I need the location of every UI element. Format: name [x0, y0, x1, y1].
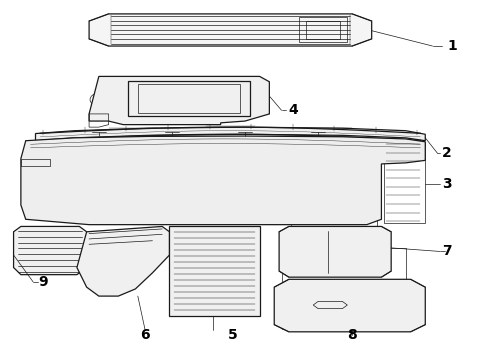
Bar — [211, 153, 308, 193]
Text: 3: 3 — [442, 176, 452, 190]
Text: 2: 2 — [442, 146, 452, 160]
Bar — [60, 148, 196, 194]
Text: 8: 8 — [347, 328, 357, 342]
Text: 1: 1 — [447, 39, 457, 53]
Polygon shape — [274, 279, 425, 332]
Text: 7: 7 — [442, 244, 452, 258]
Text: 4: 4 — [289, 103, 298, 117]
Text: 6: 6 — [140, 328, 150, 342]
Bar — [384, 143, 425, 223]
Bar — [173, 230, 256, 313]
Bar — [282, 248, 406, 284]
Polygon shape — [14, 226, 87, 275]
Polygon shape — [77, 226, 170, 296]
Bar — [206, 150, 313, 196]
Polygon shape — [89, 14, 372, 46]
Polygon shape — [170, 226, 260, 316]
Text: 5: 5 — [228, 328, 238, 342]
Bar — [282, 286, 406, 329]
Bar — [65, 152, 192, 192]
Polygon shape — [89, 76, 270, 125]
Polygon shape — [279, 226, 391, 277]
Bar — [291, 192, 376, 231]
Text: 9: 9 — [38, 275, 48, 289]
Polygon shape — [21, 136, 425, 225]
Polygon shape — [35, 127, 425, 141]
